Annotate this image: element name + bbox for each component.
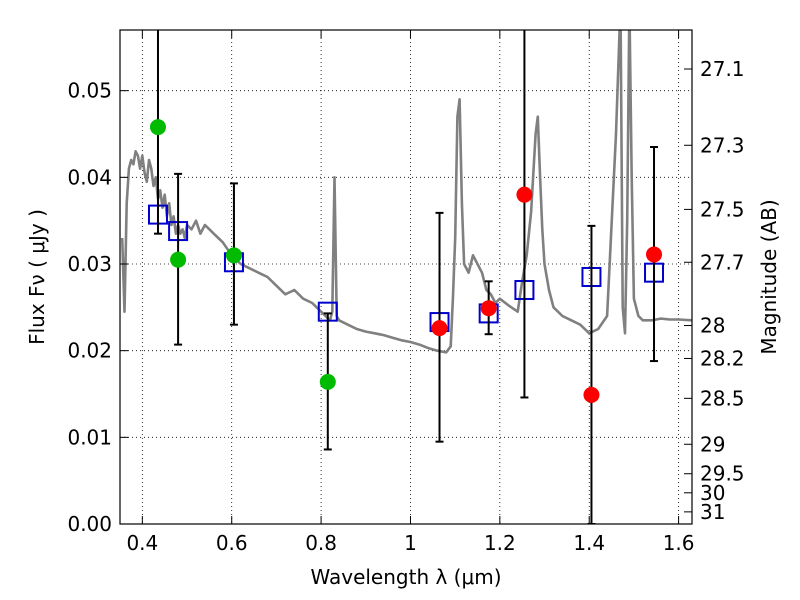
y-tick-label: 0.03 [67,252,112,276]
right-tick-label: 31 [700,500,725,524]
data-point [149,119,166,136]
y-tick-label: 0.05 [67,79,112,103]
y-tick-label: 0.02 [67,339,112,363]
right-tick-label: 29 [700,432,725,456]
axis-ticks: 0.4 0.6 0.8 1 1.2 1.4 1.6 0.00 0.01 0.02 0.03 0.04 0… [67,30,745,555]
right-tick-label: 28 [700,314,725,338]
x-tick-label: 1 [404,531,417,555]
y-axis-label: Flux Fν ( μJy ) [25,209,49,345]
right-tick-label: 27.3 [700,133,745,157]
right-axis-label: Magnitude (AB) [757,199,781,354]
right-tick-label: 28.2 [700,346,745,370]
data-point [516,186,533,203]
right-tick-label: 28.5 [700,386,745,410]
x-tick-label: 0.6 [216,531,248,555]
data-point [583,386,600,403]
y-tick-label: 0.00 [67,512,112,536]
x-tick-label: 1.4 [573,531,605,555]
plot-area [120,30,692,524]
data-point [225,247,242,264]
x-tick-label: 1.2 [484,531,516,555]
spectrum-line [120,30,692,354]
data-point [480,300,497,317]
right-tick-label: 27.5 [700,197,745,221]
plot-frame [119,29,693,525]
data-point [170,251,187,268]
data-point [319,373,336,390]
x-tick-label: 0.8 [305,531,337,555]
x-tick-label: 1.6 [663,531,695,555]
right-tick-label: 29.5 [700,462,745,486]
data-point [431,320,448,337]
right-tick-label: 30 [700,481,725,505]
y-tick-label: 0.04 [67,165,112,189]
y-tick-label: 0.01 [67,425,112,449]
right-tick-label: 27.1 [700,57,745,81]
right-tick-label: 27.7 [700,250,745,274]
x-axis-label: Wavelength λ (μm) [310,565,501,589]
data-point [646,246,663,263]
x-tick-label: 0.4 [126,531,158,555]
